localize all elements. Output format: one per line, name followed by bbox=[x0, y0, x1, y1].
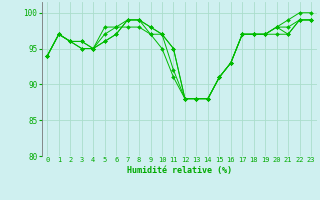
X-axis label: Humidité relative (%): Humidité relative (%) bbox=[127, 166, 232, 175]
